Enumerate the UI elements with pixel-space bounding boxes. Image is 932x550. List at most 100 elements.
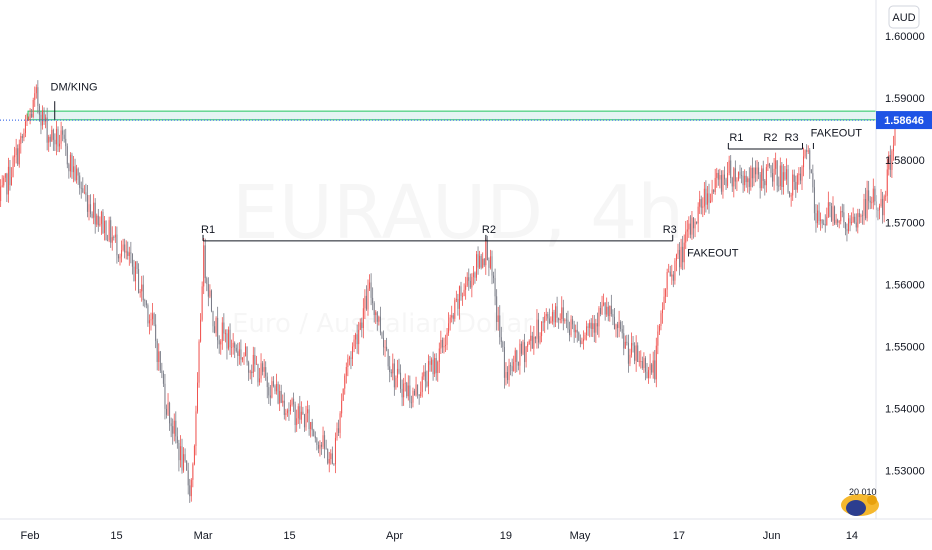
candle-body — [879, 205, 880, 211]
candle-body — [744, 175, 746, 186]
candle-body — [452, 315, 454, 319]
candle-body — [829, 202, 831, 207]
currency-button[interactable] — [888, 5, 920, 29]
candle-body — [139, 291, 141, 293]
candle-body — [6, 173, 8, 195]
candle-body — [170, 423, 172, 427]
candle-body — [595, 323, 597, 333]
candle-body — [445, 344, 446, 347]
candle-body — [826, 216, 828, 226]
candle-body — [646, 371, 648, 379]
candle-body — [621, 329, 623, 334]
candle-body — [854, 216, 856, 223]
candle-body — [166, 408, 167, 415]
candle-body — [282, 400, 284, 403]
candle-body — [651, 364, 653, 373]
candle-body — [702, 206, 704, 208]
time-tick-label: 15 — [283, 530, 295, 542]
candle-body — [471, 276, 473, 288]
candle-body — [34, 93, 36, 100]
candle-body — [310, 421, 312, 430]
badge-text: 20 010 — [849, 487, 877, 497]
candle-body — [42, 110, 43, 126]
candle-body — [386, 346, 388, 350]
candle-body — [317, 444, 319, 449]
candle-body — [77, 168, 79, 176]
candle-body — [849, 218, 851, 224]
candle-body — [871, 202, 873, 204]
candle-body — [252, 354, 254, 374]
candle-body — [102, 211, 104, 233]
candle-body — [510, 365, 512, 367]
candle-body — [891, 151, 893, 170]
candle-body — [489, 256, 491, 268]
candle-body — [176, 436, 178, 444]
candle-body — [832, 206, 834, 221]
candle-body — [277, 384, 279, 404]
candle-body — [409, 385, 411, 403]
candle-body — [76, 168, 78, 181]
candle-body — [316, 438, 318, 445]
candle-body — [294, 404, 296, 426]
candle-body — [717, 172, 719, 180]
time-axis[interactable]: Feb 15 Mar 15 Apr 19 May 17 Jun 14 — [21, 530, 859, 542]
candle-body — [249, 371, 251, 373]
candle-body — [406, 382, 408, 397]
candle-body — [3, 177, 5, 186]
candle-body — [429, 361, 431, 365]
candle-body — [697, 206, 699, 224]
candle-body — [117, 255, 119, 259]
candle-body — [88, 204, 90, 212]
candle-body — [600, 308, 601, 314]
candle-body — [727, 172, 729, 186]
candle-body — [572, 319, 574, 325]
candle-body — [722, 174, 724, 192]
candle-body — [97, 215, 99, 226]
candle-body — [334, 437, 336, 465]
candle-body — [764, 180, 766, 186]
candle-body — [451, 315, 453, 318]
candle-body — [520, 343, 522, 354]
candle-body — [347, 358, 349, 368]
candle-body — [539, 336, 541, 343]
candle-body — [255, 364, 257, 365]
candle-body — [525, 346, 527, 363]
candle-body — [266, 376, 268, 388]
candle-body — [789, 192, 791, 197]
candle-body — [798, 173, 800, 176]
candle-body — [427, 361, 429, 387]
current-price-tag — [876, 111, 932, 130]
time-tick-label: May — [570, 530, 591, 542]
candle-body — [375, 312, 377, 316]
candle-body — [150, 319, 152, 321]
candle-body — [209, 290, 211, 297]
candle-body — [517, 361, 519, 366]
candle-body — [705, 188, 707, 205]
candle-body — [237, 351, 239, 356]
candle-body — [214, 326, 216, 333]
price-axis[interactable]: 1.60000 1.59000 1.58000 1.57000 1.56000 1.550… — [885, 31, 925, 478]
candle-body — [178, 443, 180, 461]
candle-body — [469, 280, 471, 288]
candle-body — [603, 302, 605, 306]
candle-body — [759, 174, 761, 189]
candle-body — [396, 368, 398, 378]
candle-body — [364, 295, 366, 309]
candle-body — [858, 213, 860, 218]
candle-body — [818, 210, 820, 222]
candle-body — [741, 175, 743, 176]
candle-body — [353, 339, 355, 347]
candle-body — [0, 186, 2, 202]
candle-body — [14, 155, 16, 158]
candle-body — [207, 284, 209, 297]
candle-body — [29, 114, 31, 120]
candle-body — [356, 334, 358, 345]
candle-body — [575, 329, 577, 333]
candle-body — [59, 143, 61, 147]
candle-body — [128, 252, 130, 256]
candle-body — [85, 192, 87, 196]
price-tick-label: 1.54000 — [885, 403, 925, 415]
candle-body — [547, 314, 549, 319]
candle-body — [321, 444, 322, 447]
